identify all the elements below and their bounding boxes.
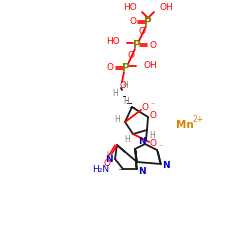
Text: HO: HO [123,2,137,12]
Text: N: N [138,136,146,145]
Text: H₂N: H₂N [92,164,109,173]
Text: N: N [105,154,113,164]
Text: O: O [142,104,148,112]
Text: O: O [150,40,156,50]
Text: O: O [104,158,110,168]
Text: OH: OH [159,2,173,12]
Text: 2+: 2+ [192,116,203,124]
Text: O: O [150,110,156,120]
Text: O: O [106,64,114,72]
Text: HO: HO [106,38,120,46]
Text: P: P [122,63,130,73]
Text: O: O [150,140,156,148]
Text: P: P [133,40,141,50]
Text: O: O [130,18,136,26]
Text: H: H [122,82,128,90]
Text: O: O [120,82,126,90]
Text: ⁻: ⁻ [158,142,162,152]
Text: OH: OH [144,60,158,70]
Text: Mn: Mn [176,120,194,130]
Text: N: N [138,166,146,175]
Text: H: H [123,96,129,106]
Text: P: P [144,17,152,27]
Text: O: O [128,50,134,59]
Text: H: H [114,116,120,124]
Text: N: N [162,162,170,170]
Text: O: O [138,28,145,36]
Text: H: H [112,90,118,98]
Text: ⁻: ⁻ [150,100,154,110]
Text: H: H [106,151,112,157]
Text: H: H [149,130,155,140]
Text: H: H [124,134,130,143]
